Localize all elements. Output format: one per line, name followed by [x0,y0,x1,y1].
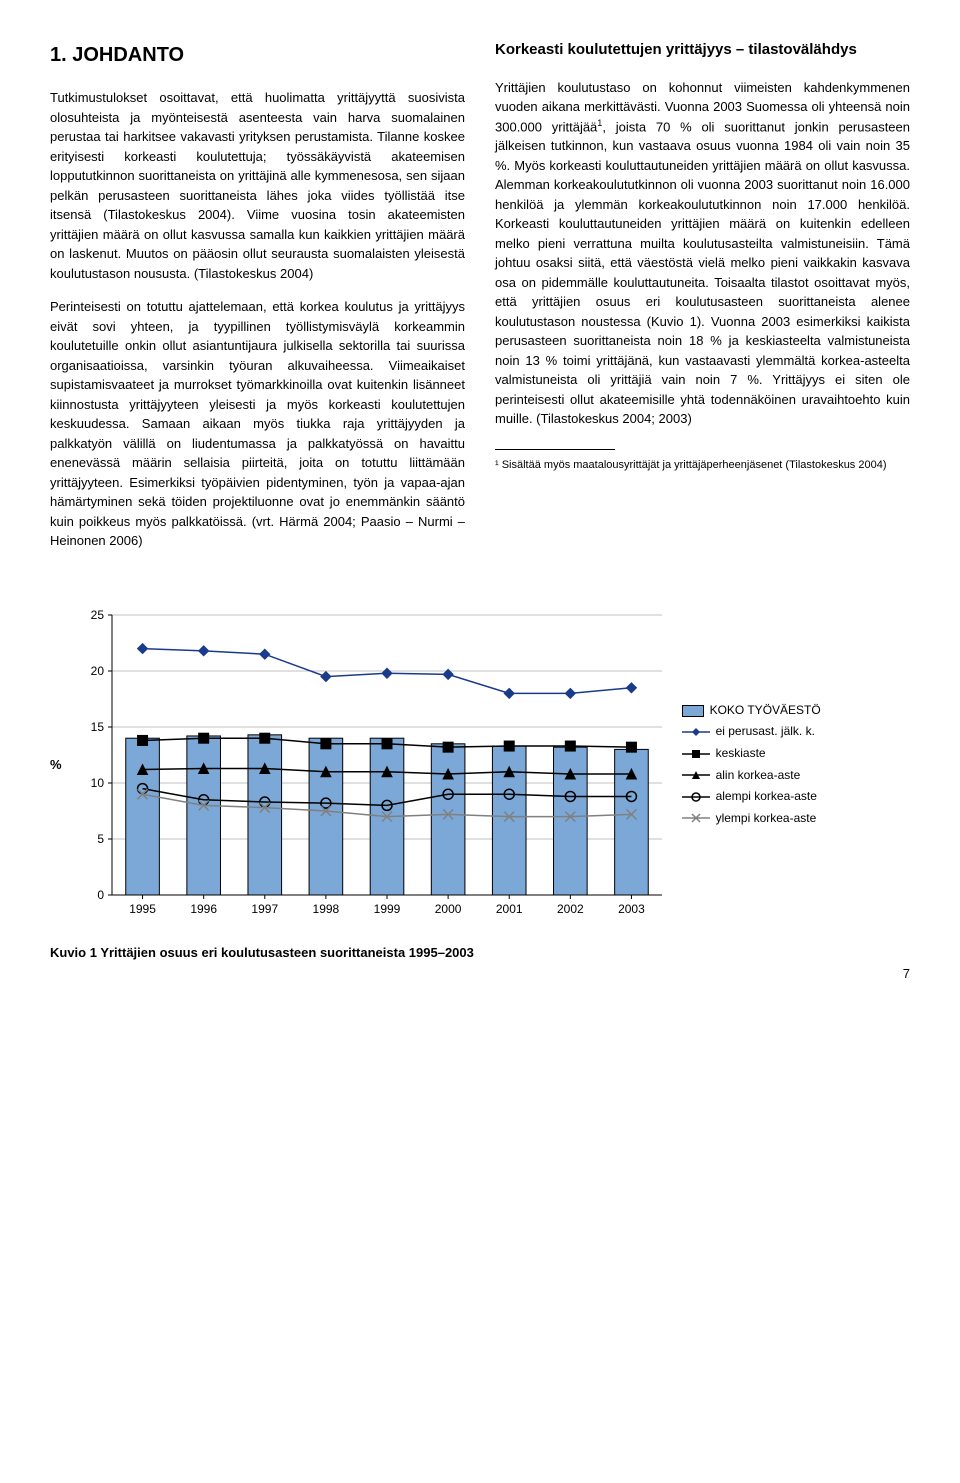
svg-text:25: 25 [90,608,104,622]
legend-label: keskiaste [716,743,766,765]
legend-marker [682,811,710,825]
svg-text:2002: 2002 [557,902,584,916]
subsection-heading: Korkeasti koulutettujen yrittäjyys – til… [495,40,910,60]
svg-text:1999: 1999 [373,902,400,916]
svg-text:2001: 2001 [495,902,522,916]
legend-item-line: keskiaste [682,743,821,765]
footnote-text: ¹ Sisältää myös maatalousyrittäjät ja yr… [495,458,910,473]
legend-label: alempi korkea-aste [716,786,817,808]
legend-item-line: alin korkea-aste [682,765,821,787]
figure-caption: Kuvio 1 Yrittäjien osuus eri koulutusast… [50,945,910,960]
right-column: Korkeasti koulutettujen yrittäjyys – til… [495,40,910,565]
section-heading: 1. JOHDANTO [50,40,465,70]
svg-text:2000: 2000 [434,902,461,916]
svg-text:15: 15 [90,720,104,734]
legend-marker [682,768,710,782]
chart-legend: KOKO TYÖVÄESTÖ ei perusast. jälk. k. kes… [682,700,821,830]
svg-text:10: 10 [90,776,104,790]
y-axis-label: % [50,757,62,772]
page-number: 7 [50,966,910,981]
legend-swatch [682,705,704,717]
legend-marker [682,790,710,804]
svg-text:1995: 1995 [129,902,156,916]
svg-text:0: 0 [97,888,104,902]
legend-item-bar: KOKO TYÖVÄESTÖ [682,700,821,722]
chart-svg: 0 5 10 15 20 25 1995 1996 1997 1998 1999 2000 2001 20… [72,605,672,925]
legend-marker [682,725,710,739]
legend-item-line: alempi korkea-aste [682,786,821,808]
svg-text:5: 5 [97,832,104,846]
legend-item-line: ylempi korkea-aste [682,808,821,830]
paragraph: Yrittäjien koulutustaso on kohonnut viim… [495,78,910,429]
paragraph: Perinteisesti on totuttu ajattelemaan, e… [50,297,465,551]
legend-label: alin korkea-aste [716,765,801,787]
svg-text:1996: 1996 [190,902,217,916]
svg-text:1998: 1998 [312,902,339,916]
svg-text:1997: 1997 [251,902,278,916]
legend-label: ei perusast. jälk. k. [716,721,815,743]
legend-item-line: ei perusast. jälk. k. [682,721,821,743]
left-column: 1. JOHDANTO Tutkimustulokset osoittavat,… [50,40,465,565]
paragraph: Tutkimustulokset osoittavat, että huolim… [50,88,465,283]
legend-marker [682,747,710,761]
svg-text:20: 20 [90,664,104,678]
chart-container: % 0 5 10 15 20 25 1995 1996 1997 1998 1999 2000 2001… [50,605,910,925]
svg-text:2003: 2003 [618,902,645,916]
footnote-separator [495,449,615,450]
legend-label: KOKO TYÖVÄESTÖ [710,700,821,722]
legend-label: ylempi korkea-aste [716,808,817,830]
